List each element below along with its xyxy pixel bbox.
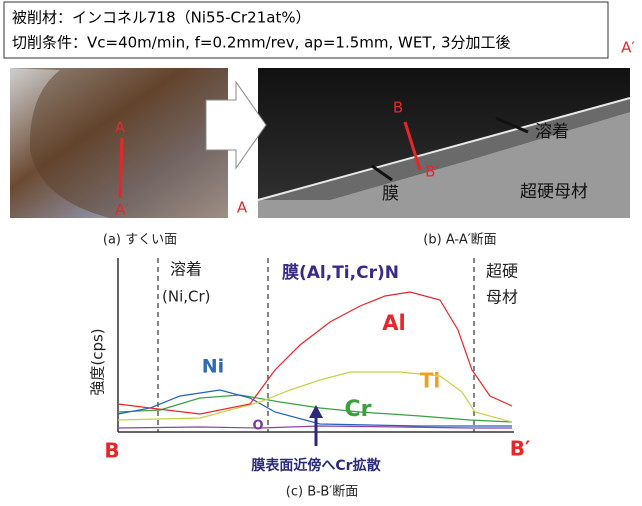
caption: (c) B-B′断面	[286, 485, 358, 500]
series-label: O	[252, 419, 263, 434]
region-label: (Ni,Cr)	[162, 288, 211, 306]
label: 膜	[382, 184, 399, 204]
label: A	[115, 119, 126, 137]
caption: (b) A-A′断面	[423, 233, 496, 248]
header-line: 切削条件：Vc=40m/min, f=0.2mm/rev, ap=1.5mm, …	[12, 34, 511, 52]
label: A	[237, 199, 248, 217]
header-line: 被削材：インコネル718（Ni55-Cr21at%）	[12, 9, 311, 27]
curve-al	[118, 292, 512, 414]
figure: 被削材：インコネル718（Ni55-Cr21at%） 切削条件：Vc=40m/m…	[0, 0, 642, 502]
annotation: 膜表面近傍へCr拡散	[251, 457, 381, 474]
series-label: Al	[382, 311, 405, 335]
label: A′	[621, 39, 635, 57]
series-label: Cr	[345, 397, 372, 422]
region-label: 母材	[486, 288, 518, 307]
start-label: B	[104, 439, 119, 463]
series-label: Ni	[202, 356, 224, 378]
series-label: Ti	[420, 369, 441, 393]
label: A′	[115, 201, 129, 219]
section-line	[120, 138, 122, 198]
region-label: 溶着	[170, 260, 202, 279]
label: 超硬母材	[520, 182, 588, 202]
caption: (a) すくい面	[103, 233, 177, 248]
region-label: 膜(Al,Ti,Cr)N	[282, 262, 399, 283]
y-axis-label: 強度(cps)	[89, 328, 107, 395]
end-label: B′	[510, 437, 531, 461]
region-label: 超硬	[486, 262, 518, 281]
label: 溶着	[535, 122, 569, 142]
label: B′	[425, 163, 439, 181]
label: B	[393, 99, 403, 117]
